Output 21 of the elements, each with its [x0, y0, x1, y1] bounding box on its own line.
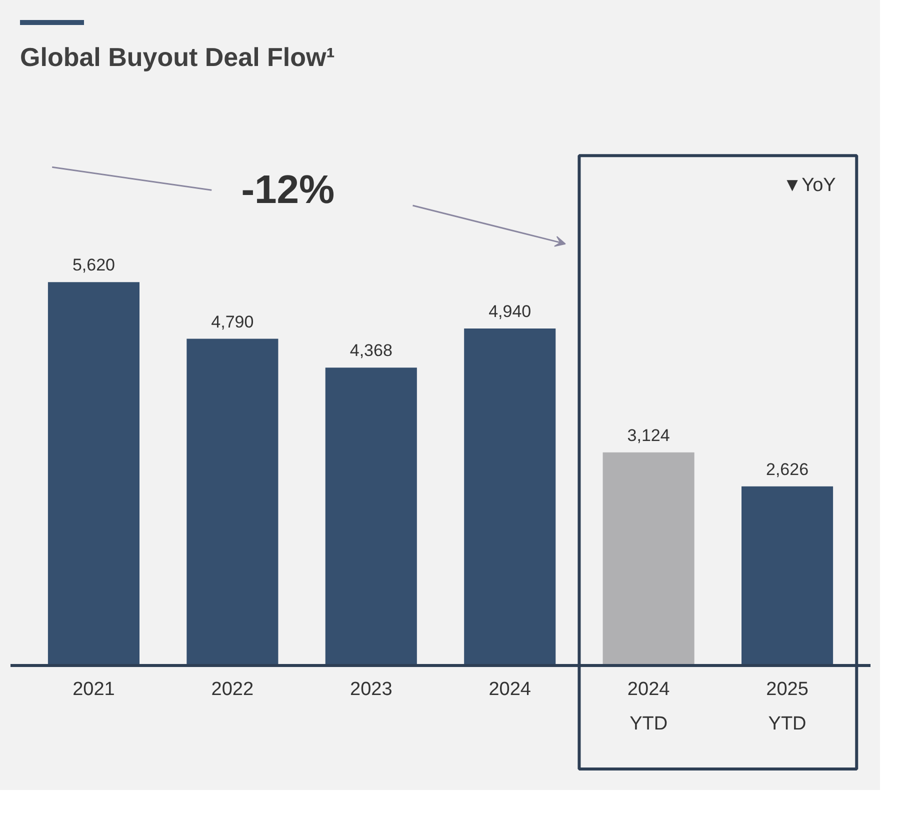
data-label: 3,124	[627, 426, 670, 445]
data-label: 2,626	[766, 460, 809, 479]
bar	[464, 328, 556, 666]
x-tick-label: 2024 YTD	[627, 678, 670, 734]
bar	[742, 486, 834, 666]
data-label: 4,940	[488, 302, 532, 322]
data-label: 4,790	[211, 312, 254, 332]
data-label: 4,368	[350, 341, 392, 360]
text: -12%	[241, 168, 335, 212]
x-tick-label: 2025 YTD	[766, 678, 808, 734]
x-tick-label: 2023	[350, 678, 392, 700]
text: ▼YoY	[782, 174, 836, 196]
bar	[48, 282, 140, 666]
chart-title: Global Buyout Deal Flow¹	[20, 42, 335, 72]
bar	[186, 338, 278, 666]
x-tick-label: 2024	[488, 678, 532, 700]
bar	[325, 368, 417, 666]
bar	[602, 452, 694, 666]
x-tick-label: 2022	[211, 678, 254, 700]
data-label: 5,620	[72, 256, 115, 275]
x-tick-label: 2021	[72, 678, 115, 700]
